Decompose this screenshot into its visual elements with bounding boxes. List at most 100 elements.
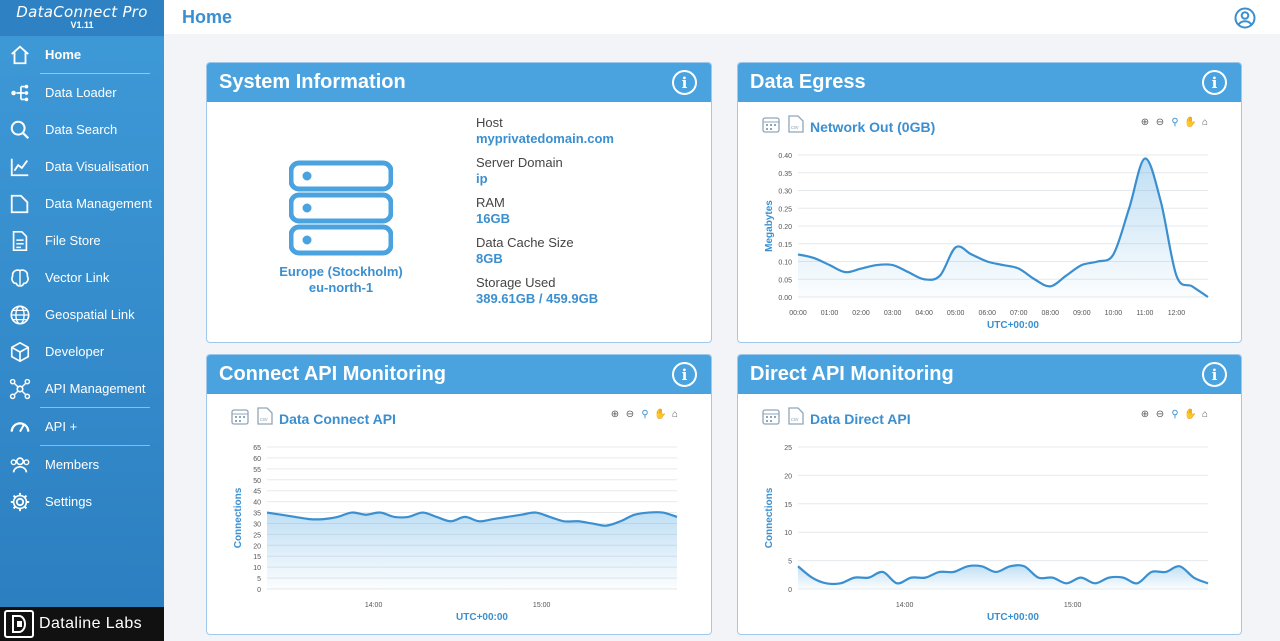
csv-export-icon[interactable]: csv xyxy=(788,115,804,138)
connect-api-card: Connect API Monitoring i csv Data Connec… xyxy=(206,354,712,635)
zoom-out-icon[interactable]: ⊖ xyxy=(625,409,635,420)
calendar-icon[interactable] xyxy=(762,407,780,430)
info-icon[interactable]: i xyxy=(1202,362,1227,387)
chart-tools: ⊕ ⊖ ⚲ ✋ ⌂ xyxy=(1139,409,1211,421)
magnify-icon[interactable]: ⚲ xyxy=(641,409,649,420)
sidebar-item-label: Settings xyxy=(45,494,92,509)
topbar: Home xyxy=(164,0,1280,34)
sidebar-item-label: Data Loader xyxy=(45,85,117,100)
sidebar-item-data-management[interactable]: Data Management xyxy=(0,185,164,222)
card-header: System Information i xyxy=(207,63,711,102)
x-tick-label: 01:00 xyxy=(821,310,839,317)
zoom-out-icon[interactable]: ⊖ xyxy=(1155,117,1165,128)
sidebar-item-members[interactable]: Members xyxy=(0,446,164,483)
magnify-icon[interactable]: ⚲ xyxy=(1171,117,1179,128)
field-value: 389.61GB / 459.9GB xyxy=(476,291,599,306)
info-icon[interactable]: i xyxy=(1202,70,1227,95)
globe-icon xyxy=(8,303,32,327)
chart-toolbar: csv Data Direct API xyxy=(762,407,911,430)
magnify-icon[interactable]: ⚲ xyxy=(1171,409,1179,420)
info-icon[interactable]: i xyxy=(672,362,697,387)
sidebar-item-file-store[interactable]: File Store xyxy=(0,222,164,259)
x-tick-label: 12:00 xyxy=(1168,310,1186,317)
pan-hand-icon[interactable]: ✋ xyxy=(654,409,667,420)
card-header: Data Egress i xyxy=(738,63,1241,102)
card-header: Direct API Monitoring i xyxy=(738,355,1241,394)
zoom-in-icon[interactable]: ⊕ xyxy=(1140,409,1150,420)
zoom-in-icon[interactable]: ⊕ xyxy=(610,409,620,420)
sidebar-item-label: API + xyxy=(45,419,78,434)
sidebar-item-label: Developer xyxy=(45,344,105,359)
sidebar-item-data-visualisation[interactable]: Data Visualisation xyxy=(0,148,164,185)
sidebar-item-data-loader[interactable]: Data Loader xyxy=(0,74,164,111)
x-tick-label: 11:00 xyxy=(1136,310,1153,317)
reset-home-icon[interactable]: ⌂ xyxy=(1201,409,1209,420)
x-axis-label: UTC+00:00 xyxy=(987,612,1039,623)
y-tick-label: 65 xyxy=(253,445,261,452)
y-tick-label: 35 xyxy=(253,511,261,518)
chart-title: Network Out (0GB) xyxy=(810,118,936,135)
zoom-out-icon[interactable]: ⊖ xyxy=(1155,409,1165,420)
sidebar-item-data-search[interactable]: Data Search xyxy=(0,111,164,148)
chart-icon xyxy=(8,155,32,179)
y-tick-label: 0.10 xyxy=(778,260,792,267)
y-tick-label: 10 xyxy=(253,565,261,572)
x-tick-label: 07:00 xyxy=(1010,310,1028,317)
y-tick-label: 0.40 xyxy=(778,153,792,160)
csv-export-icon[interactable]: csv xyxy=(257,407,273,430)
home-icon xyxy=(8,43,32,67)
info-field: Storage Used 389.61GB / 459.9GB xyxy=(476,275,614,307)
info-field: Host myprivatedomain.com xyxy=(476,115,614,147)
sidebar-item-api-management[interactable]: API Management xyxy=(0,370,164,407)
y-tick-label: 25 xyxy=(253,532,261,539)
sidebar-item-home[interactable]: Home xyxy=(0,36,164,73)
sidebar: DataConnect Pro V1.11 Home Data Loader Dat… xyxy=(0,0,164,641)
sidebar-item-api[interactable]: API + xyxy=(0,408,164,445)
zoom-in-icon[interactable]: ⊕ xyxy=(1140,117,1150,128)
field-value: ip xyxy=(476,171,488,186)
y-axis-label: Connections xyxy=(233,487,244,548)
sidebar-item-label: Members xyxy=(45,457,100,472)
reset-home-icon[interactable]: ⌂ xyxy=(671,409,679,420)
x-tick-label: 08:00 xyxy=(1042,310,1060,317)
y-tick-label: 0.35 xyxy=(778,171,792,178)
field-label: RAM xyxy=(476,195,505,210)
app-version: V1.11 xyxy=(70,20,94,30)
search-icon xyxy=(8,118,32,142)
sidebar-item-label: Data Search xyxy=(45,122,118,137)
chart-tools: ⊕ ⊖ ⚲ ✋ ⌂ xyxy=(1139,117,1211,129)
pan-hand-icon[interactable]: ✋ xyxy=(1184,117,1197,128)
region-code: eu-north-1 xyxy=(308,280,374,295)
card-header: Connect API Monitoring i xyxy=(207,355,711,394)
series-line xyxy=(797,564,1209,586)
sidebar-item-developer[interactable]: Developer xyxy=(0,333,164,370)
csv-export-icon[interactable]: csv xyxy=(788,407,804,430)
nav-divider xyxy=(40,407,150,408)
user-account-icon[interactable] xyxy=(1234,7,1256,29)
series-area xyxy=(267,512,677,589)
y-tick-label: 15 xyxy=(784,502,792,509)
x-tick-label: 15:00 xyxy=(1064,602,1082,609)
x-tick-label: 06:00 xyxy=(978,310,996,317)
info-icon[interactable]: i xyxy=(672,70,697,95)
calendar-icon[interactable] xyxy=(762,115,780,138)
loader-icon xyxy=(8,81,32,105)
svg-text:csv: csv xyxy=(260,417,268,423)
y-tick-label: 50 xyxy=(253,478,261,485)
calendar-icon[interactable] xyxy=(231,407,249,430)
card-title: Data Egress xyxy=(750,71,866,93)
x-tick-label: 05:00 xyxy=(947,310,965,317)
region-label: Europe (Stockholm) eu-north-1 xyxy=(207,264,475,296)
y-tick-label: 25 xyxy=(784,445,792,452)
x-tick-label: 00:00 xyxy=(789,310,807,317)
x-axis-label: UTC+00:00 xyxy=(456,612,508,623)
network-icon xyxy=(8,377,32,401)
sidebar-item-geospatial-link[interactable]: Geospatial Link xyxy=(0,296,164,333)
field-label: Server Domain xyxy=(476,155,563,170)
pan-hand-icon[interactable]: ✋ xyxy=(1184,409,1197,420)
sidebar-item-vector-link[interactable]: Vector Link xyxy=(0,259,164,296)
sidebar-item-settings[interactable]: Settings xyxy=(0,483,164,520)
sidebar-item-label: Geospatial Link xyxy=(45,307,135,322)
info-field: RAM 16GB xyxy=(476,195,614,227)
reset-home-icon[interactable]: ⌂ xyxy=(1201,117,1209,128)
